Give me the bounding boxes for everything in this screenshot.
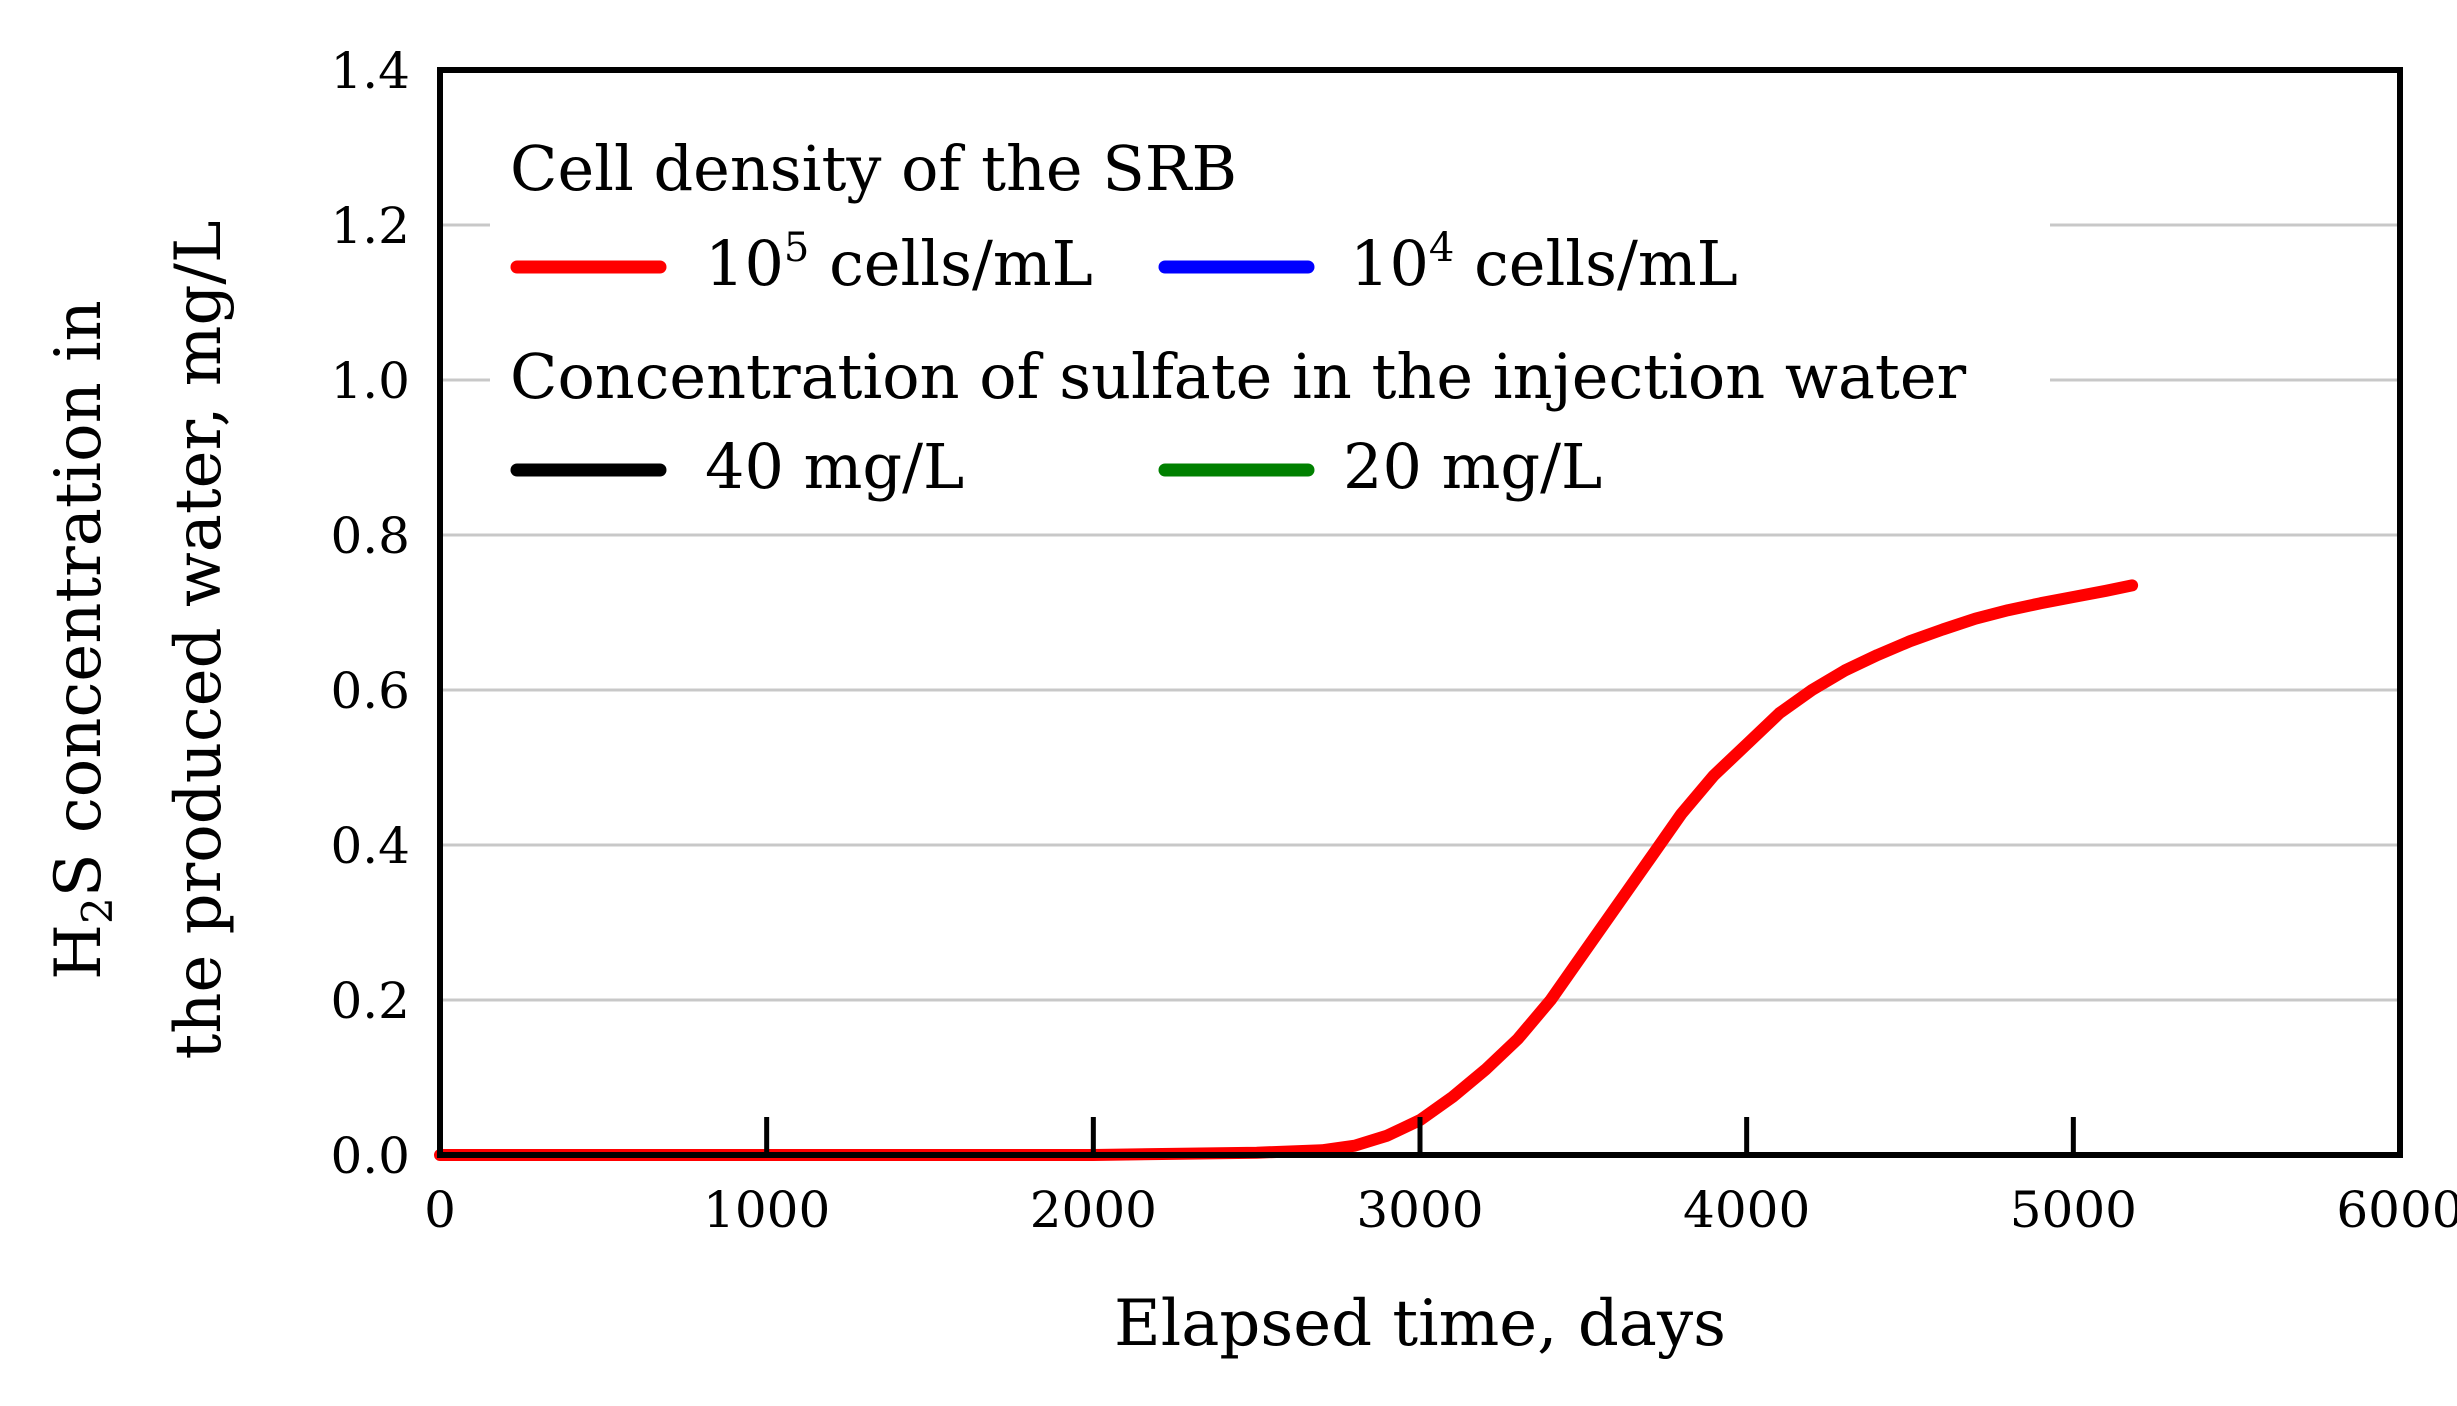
legend-label-10e5-rest: cells/mL	[809, 227, 1092, 300]
tick-marks	[764, 1117, 2076, 1155]
legend-label-10e4-rest: cells/mL	[1454, 227, 1737, 300]
y-tick-label-1: 0.2	[330, 972, 410, 1030]
legend-label-10e4-sup: 4	[1429, 225, 1454, 271]
legend-label-10e5-base: 10	[705, 227, 784, 300]
x-tick-label-2: 2000	[1030, 1181, 1157, 1239]
x-tick-labels: 0 1000 2000 3000 4000 5000 6000	[424, 1181, 2457, 1239]
y-axis-title-line-1: H2S concentration in	[42, 300, 122, 980]
series-line-0	[434, 579, 2139, 1161]
y-tick-label-6: 1.2	[330, 197, 410, 255]
y-tick-label-3: 0.6	[330, 662, 410, 720]
legend-label-10e4-base: 10	[1350, 227, 1429, 300]
legend-label-10e5-cells: 105 cells/mL	[705, 225, 1093, 300]
y-axis-title-prefix: H	[42, 924, 116, 980]
y-axis-title-line-2: the produced water, mg/L	[162, 221, 236, 1060]
legend: Cell density of the SRB 105 cells/mL 104…	[490, 115, 2050, 530]
legend-background	[490, 115, 2050, 530]
legend-heading-sulfate: Concentration of sulfate in the injectio…	[510, 340, 1967, 413]
series-layer	[434, 579, 2139, 1161]
y-tick-label-7: 1.4	[330, 42, 410, 100]
x-tick-label-6: 6000	[2336, 1181, 2457, 1239]
y-axis-title-subscript: 2	[73, 897, 122, 924]
y-axis-title: H2S concentration in the produced water,…	[42, 221, 236, 1060]
x-tick-label-5: 5000	[2010, 1181, 2137, 1239]
y-tick-label-4: 0.8	[330, 507, 410, 565]
legend-label-20-mg-l: 20 mg/L	[1343, 430, 1602, 503]
y-tick-labels: 0.0 0.2 0.4 0.6 0.8 1.0 1.2 1.4	[330, 42, 410, 1185]
x-tick-label-4: 4000	[1683, 1181, 1810, 1239]
x-tick-label-0: 0	[424, 1181, 456, 1239]
y-tick-label-5: 1.0	[330, 352, 410, 410]
y-axis-title-suffix: S concentration in	[42, 300, 116, 897]
x-axis-title: Elapsed time, days	[1114, 1287, 1726, 1361]
legend-label-10e4-cells: 104 cells/mL	[1350, 225, 1738, 300]
legend-label-10e5-sup: 5	[784, 225, 809, 271]
legend-heading-cell-density: Cell density of the SRB	[510, 132, 1237, 205]
legend-label-40-mg-l: 40 mg/L	[705, 430, 964, 503]
y-tick-label-0: 0.0	[330, 1127, 410, 1185]
x-tick-label-3: 3000	[1356, 1181, 1483, 1239]
y-tick-label-2: 0.4	[330, 817, 410, 875]
x-tick-label-1: 1000	[703, 1181, 830, 1239]
